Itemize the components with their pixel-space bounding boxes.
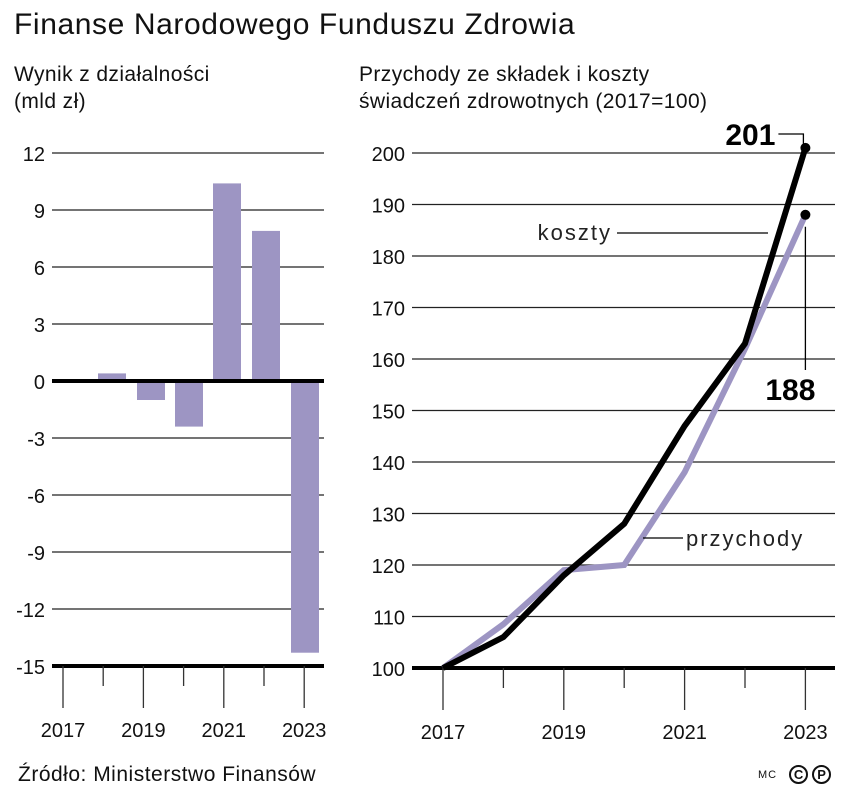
y-tick-label: 3 <box>34 315 45 337</box>
endpoint-dot-przychody <box>800 209 811 220</box>
annotation-value-przychody: 188 <box>765 374 815 407</box>
x-tick-label: 2021 <box>662 722 707 744</box>
annotation-value-koszty: 201 <box>725 119 775 152</box>
y-tick-label: -15 <box>16 657 45 679</box>
left-chart-subtitle: Wynik z działalności (mld zł) <box>14 61 210 115</box>
bar <box>98 373 126 379</box>
line-przychody <box>441 213 809 671</box>
bar <box>291 383 319 653</box>
bar <box>213 183 241 379</box>
y-tick-label: -9 <box>27 543 45 565</box>
y-tick-label: 100 <box>372 659 405 681</box>
y-tick-label: -6 <box>27 486 45 508</box>
y-tick-label: 0 <box>34 372 45 394</box>
y-tick-label: -3 <box>27 429 45 451</box>
y-tick-label: 160 <box>372 350 405 372</box>
x-tick-label: 2023 <box>282 720 327 742</box>
right-subtitle-line2: świadczeń zdrowotnych (2017=100) <box>359 90 708 113</box>
annotation-leader-koszty <box>778 133 805 144</box>
y-tick-label: 200 <box>372 144 405 166</box>
x-tick-label: 2023 <box>783 722 828 744</box>
left-subtitle-line1: Wynik z działalności <box>14 63 210 86</box>
y-tick-label: 6 <box>34 258 45 280</box>
phonogram-icon: P <box>812 765 832 784</box>
y-tick-label: 170 <box>372 299 405 321</box>
line-chart-index: 200 190 180 170 160 150 140 130 120 110 100 2017 201… <box>372 119 835 744</box>
x-tick-label: 2017 <box>421 722 466 744</box>
x-tick-label: 2021 <box>202 720 247 742</box>
right-chart-subtitle: Przychody ze składek i koszty świadczeń … <box>359 61 707 115</box>
bar <box>252 230 280 379</box>
y-tick-label: 150 <box>372 402 405 424</box>
line-koszty <box>441 146 809 671</box>
y-tick-label: 130 <box>372 505 405 527</box>
right-subtitle-line1: Przychody ze składek i koszty <box>359 63 650 86</box>
x-tick-label: 2017 <box>41 720 86 742</box>
y-tick-label: 190 <box>372 196 405 218</box>
bar <box>137 383 165 400</box>
source-note: Źródło: Ministerstwo Finansów <box>18 763 317 786</box>
endpoint-dot-koszty <box>800 142 811 153</box>
series-label-koszty: koszty <box>538 220 612 245</box>
y-tick-label: 180 <box>372 247 405 269</box>
chart-title: Finanse Narodowego Funduszu Zdrowia <box>14 8 576 41</box>
y-tick-label: 12 <box>23 144 45 166</box>
credit-mc-label: MC <box>758 768 778 781</box>
y-tick-label: 9 <box>34 201 45 223</box>
left-subtitle-line2: (mld zł) <box>14 90 87 113</box>
x-tick-label: 2019 <box>542 722 587 744</box>
series-label-przychody: przychody <box>686 526 804 551</box>
credit-marks: MC C P <box>758 765 832 784</box>
x-tick-label: 2019 <box>121 720 166 742</box>
bar <box>175 383 203 427</box>
y-tick-label: 120 <box>372 556 405 578</box>
bar-chart-result: 12 9 6 3 0 -3 -6 -9 -12 -15 2017 2019 2021 2023 <box>16 144 326 742</box>
y-tick-label: 140 <box>372 453 405 475</box>
y-tick-label: -12 <box>16 600 45 622</box>
y-tick-label: 110 <box>373 608 405 630</box>
copyright-icon: C <box>789 765 809 784</box>
